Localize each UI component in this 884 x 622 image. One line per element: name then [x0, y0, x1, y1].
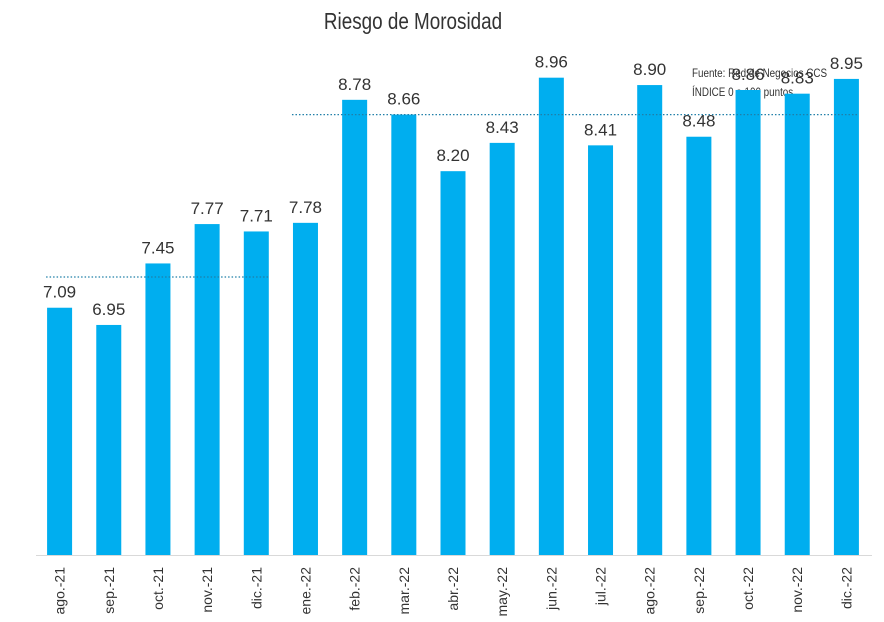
chart-title: Riesgo de Morosidad: [323, 8, 503, 34]
data-label: 7.77: [191, 199, 224, 218]
bar: [342, 99, 368, 556]
data-label: 8.86: [732, 65, 765, 84]
x-tick-label: nov.-21: [199, 567, 215, 613]
data-label: 7.45: [141, 238, 174, 257]
bar: [194, 224, 220, 556]
source-note: Fuente: Red de Negocios CCS ÍNDICE 0 a 1…: [692, 64, 827, 102]
bar: [784, 93, 810, 555]
x-tick-label: dic.-22: [838, 567, 854, 609]
x-tick-label: sep.-22: [691, 567, 707, 614]
x-tick-label: mar.-22: [396, 567, 412, 615]
x-tick-label: ago.-21: [52, 567, 68, 615]
data-label: 8.83: [781, 69, 814, 88]
x-tick-label: may.-22: [494, 567, 510, 617]
x-tick-label: oct.-22: [740, 567, 756, 610]
bar: [292, 222, 318, 555]
x-tick-label: sep.-21: [101, 567, 117, 614]
x-tick-label: abr.-22: [445, 567, 461, 611]
data-label: 6.95: [92, 300, 125, 319]
bar: [735, 89, 761, 556]
source-text: Fuente: Red de Negocios CCS: [692, 66, 828, 80]
data-label: 8.90: [633, 60, 666, 79]
bar: [637, 85, 663, 555]
bar: [96, 324, 122, 555]
bar: [440, 171, 466, 555]
bar: [686, 136, 712, 555]
data-label: 8.66: [387, 90, 420, 109]
data-label: 8.78: [338, 75, 371, 94]
data-label: 7.78: [289, 198, 322, 217]
data-label: 7.71: [240, 206, 273, 225]
data-label: 8.48: [682, 112, 715, 131]
bar: [145, 263, 171, 555]
bar: [588, 145, 614, 555]
bar: [538, 77, 564, 555]
bar: [47, 307, 73, 555]
data-label: 7.09: [43, 283, 76, 302]
x-tick-label: jun.-22: [543, 567, 559, 611]
data-label: 8.41: [584, 120, 617, 139]
bar: [489, 142, 515, 555]
data-label: 8.95: [830, 54, 863, 73]
x-tick-label: feb.-22: [347, 567, 363, 611]
x-tick-label: dic.-21: [248, 567, 264, 609]
bar: [391, 114, 417, 555]
x-tick-label: ene.-22: [297, 567, 313, 615]
x-tick-label: nov.-22: [789, 567, 805, 613]
data-label: 8.43: [486, 118, 519, 137]
bar: [243, 231, 269, 555]
x-tick-label: oct.-21: [150, 567, 166, 610]
data-label: 8.96: [535, 53, 568, 72]
x-tick-label: jul.-22: [593, 567, 609, 606]
data-label: 8.20: [436, 146, 469, 165]
bar: [833, 78, 859, 556]
x-tick-label: ago.-22: [642, 567, 658, 615]
